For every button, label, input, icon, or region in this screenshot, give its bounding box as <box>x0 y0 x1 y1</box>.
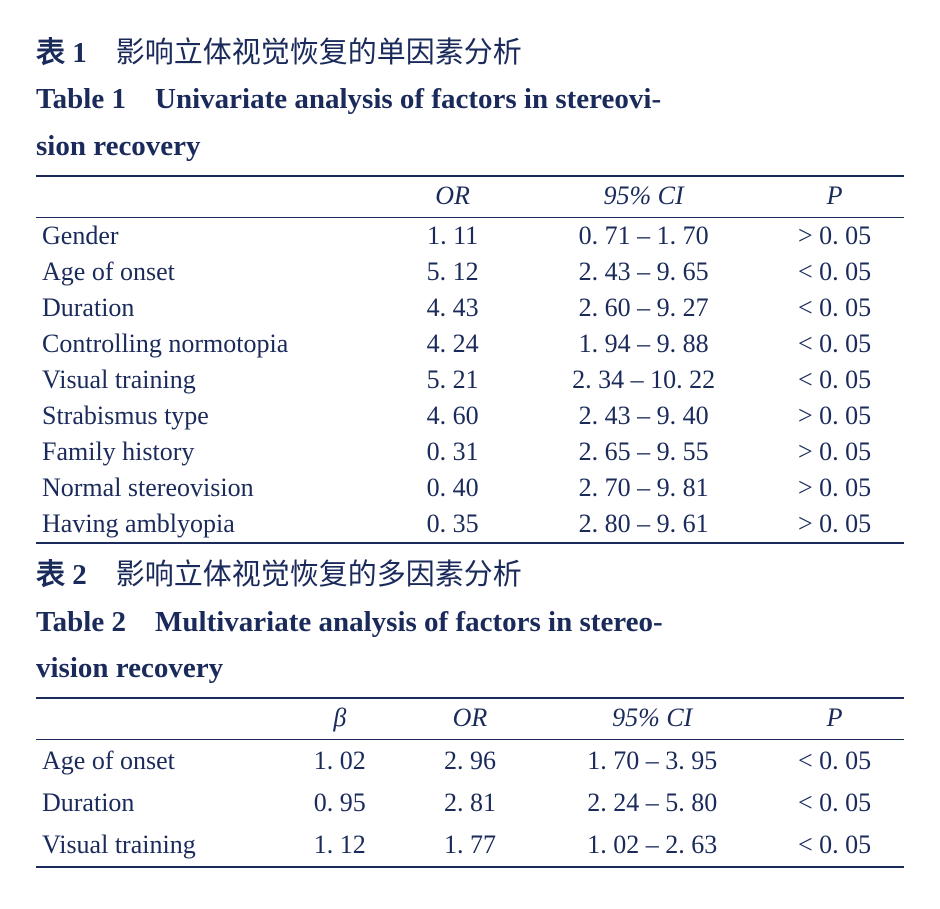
row-label: Age of onset <box>36 254 383 290</box>
table1-header-ci: 95% CI <box>522 176 765 218</box>
row-label: Duration <box>36 782 279 824</box>
table1-header-p: P <box>765 176 904 218</box>
table1-caption-en-prefix: Table 1 <box>36 83 126 115</box>
table-row: Normal stereovision0. 402. 70 – 9. 81> 0… <box>36 470 904 506</box>
row-p: > 0. 05 <box>765 506 904 543</box>
table2-caption-en-line1: Table 2 Multivariate analysis of factors… <box>36 599 904 645</box>
row-label: Family history <box>36 434 383 470</box>
table2-body: Age of onset1. 022. 961. 70 – 3. 95< 0. … <box>36 740 904 868</box>
row-label: Controlling normotopia <box>36 326 383 362</box>
table2-header-beta: β <box>279 698 401 740</box>
table1-caption-cn-num: 1 <box>72 37 87 69</box>
row-beta: 1. 02 <box>279 740 401 783</box>
table2-header-or: OR <box>401 698 540 740</box>
row-or: 0. 40 <box>383 470 522 506</box>
table1-caption-en-rest1: Univariate analysis of factors in stereo… <box>155 83 661 115</box>
row-p: < 0. 05 <box>765 824 904 867</box>
table2-caption-en-rest1: Multivariate analysis of factors in ster… <box>155 606 663 638</box>
row-label: Age of onset <box>36 740 279 783</box>
row-ci: 2. 60 – 9. 27 <box>522 290 765 326</box>
row-p: < 0. 05 <box>765 254 904 290</box>
table2-caption-cn-prefix: 表 <box>36 559 65 591</box>
table1-header-row: OR 95% CI P <box>36 176 904 218</box>
row-label: Duration <box>36 290 383 326</box>
row-ci: 0. 71 – 1. 70 <box>522 218 765 255</box>
row-label: Gender <box>36 218 383 255</box>
row-label: Having amblyopia <box>36 506 383 543</box>
row-p: > 0. 05 <box>765 470 904 506</box>
table2-header-row: β OR 95% CI P <box>36 698 904 740</box>
row-beta: 1. 12 <box>279 824 401 867</box>
row-or: 4. 60 <box>383 398 522 434</box>
table1-header-blank <box>36 176 383 218</box>
table1-caption-cn: 表 1 影响立体视觉恢复的单因素分析 <box>36 30 904 76</box>
row-or: 1. 11 <box>383 218 522 255</box>
table2-header-p: P <box>765 698 904 740</box>
row-ci: 1. 02 – 2. 63 <box>539 824 765 867</box>
row-beta: 0. 95 <box>279 782 401 824</box>
row-p: < 0. 05 <box>765 290 904 326</box>
table2-header-ci: 95% CI <box>539 698 765 740</box>
table-row: Age of onset1. 022. 961. 70 – 3. 95< 0. … <box>36 740 904 783</box>
table-row: Duration4. 432. 60 – 9. 27< 0. 05 <box>36 290 904 326</box>
table1-caption-cn-prefix: 表 <box>36 37 65 69</box>
row-or: 4. 24 <box>383 326 522 362</box>
row-ci: 2. 34 – 10. 22 <box>522 362 765 398</box>
row-label: Visual training <box>36 362 383 398</box>
table2-caption-en-prefix: Table 2 <box>36 606 126 638</box>
table-row: Family history0. 312. 65 – 9. 55> 0. 05 <box>36 434 904 470</box>
table2-caption-en-line2: vision recovery <box>36 645 904 691</box>
row-ci: 2. 70 – 9. 81 <box>522 470 765 506</box>
row-p: > 0. 05 <box>765 398 904 434</box>
table1-caption-en-line2: sion recovery <box>36 123 904 169</box>
table2-caption-cn: 表 2 影响立体视觉恢复的多因素分析 <box>36 552 904 598</box>
row-p: > 0. 05 <box>765 218 904 255</box>
table1-header-or: OR <box>383 176 522 218</box>
table-row: Visual training5. 212. 34 – 10. 22< 0. 0… <box>36 362 904 398</box>
row-or: 2. 81 <box>401 782 540 824</box>
table2-caption-cn-num: 2 <box>72 559 87 591</box>
row-p: < 0. 05 <box>765 740 904 783</box>
row-ci: 1. 94 – 9. 88 <box>522 326 765 362</box>
table2-header-blank <box>36 698 279 740</box>
row-or: 0. 35 <box>383 506 522 543</box>
row-p: < 0. 05 <box>765 326 904 362</box>
row-ci: 1. 70 – 3. 95 <box>539 740 765 783</box>
table-row: Strabismus type4. 602. 43 – 9. 40> 0. 05 <box>36 398 904 434</box>
row-or: 0. 31 <box>383 434 522 470</box>
row-ci: 2. 80 – 9. 61 <box>522 506 765 543</box>
table1-body: Gender1. 110. 71 – 1. 70> 0. 05Age of on… <box>36 218 904 544</box>
row-label: Strabismus type <box>36 398 383 434</box>
row-p: < 0. 05 <box>765 782 904 824</box>
row-or: 5. 21 <box>383 362 522 398</box>
table-row: Age of onset5. 122. 43 – 9. 65< 0. 05 <box>36 254 904 290</box>
row-label: Visual training <box>36 824 279 867</box>
table-row: Duration0. 952. 812. 24 – 5. 80< 0. 05 <box>36 782 904 824</box>
row-p: > 0. 05 <box>765 434 904 470</box>
table-row: Visual training1. 121. 771. 02 – 2. 63< … <box>36 824 904 867</box>
row-ci: 2. 43 – 9. 65 <box>522 254 765 290</box>
table1-caption-cn-rest: 影响立体视觉恢复的单因素分析 <box>116 37 522 69</box>
table1-caption-en-line1: Table 1 Univariate analysis of factors i… <box>36 76 904 122</box>
row-ci: 2. 65 – 9. 55 <box>522 434 765 470</box>
table1: OR 95% CI P Gender1. 110. 71 – 1. 70> 0.… <box>36 175 904 544</box>
row-p: < 0. 05 <box>765 362 904 398</box>
table-row: Having amblyopia0. 352. 80 – 9. 61> 0. 0… <box>36 506 904 543</box>
row-or: 1. 77 <box>401 824 540 867</box>
row-or: 4. 43 <box>383 290 522 326</box>
table-row: Controlling normotopia4. 241. 94 – 9. 88… <box>36 326 904 362</box>
row-label: Normal stereovision <box>36 470 383 506</box>
table-row: Gender1. 110. 71 – 1. 70> 0. 05 <box>36 218 904 255</box>
table2-caption-cn-rest: 影响立体视觉恢复的多因素分析 <box>116 559 522 591</box>
row-or: 5. 12 <box>383 254 522 290</box>
row-ci: 2. 43 – 9. 40 <box>522 398 765 434</box>
row-or: 2. 96 <box>401 740 540 783</box>
table2: β OR 95% CI P Age of onset1. 022. 961. 7… <box>36 697 904 868</box>
row-ci: 2. 24 – 5. 80 <box>539 782 765 824</box>
